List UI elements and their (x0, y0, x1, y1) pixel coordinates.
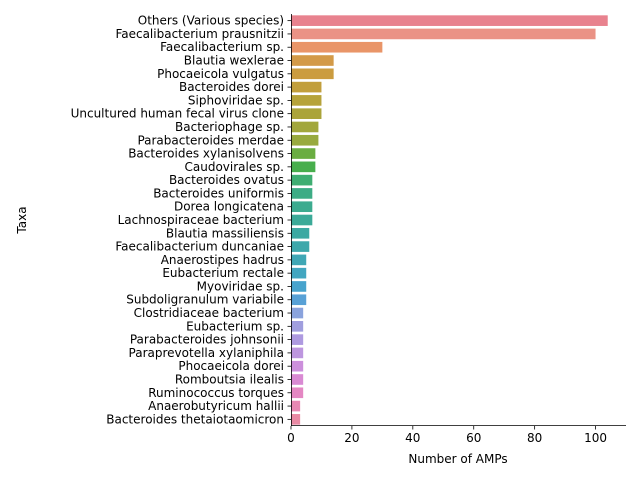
bar (291, 321, 304, 332)
x-axis-label: Number of AMPs (408, 452, 507, 466)
bar (291, 148, 316, 159)
bar (291, 55, 334, 66)
y-tick-label: Eubacterium sp. (186, 319, 284, 333)
bar (291, 174, 313, 186)
y-tick-label: Bacteroides xylanisolvens (128, 147, 284, 161)
bar (291, 227, 310, 239)
y-tick-label: Caudovirales sp. (185, 160, 285, 174)
bar (291, 347, 304, 359)
bar (291, 15, 608, 26)
y-tick-label: Myoviridae sp. (197, 279, 284, 293)
y-tick-label: Faecalibacterium duncaniae (115, 240, 284, 254)
bar (291, 334, 304, 345)
bar (291, 267, 307, 279)
y-tick-label: Others (Various species) (138, 14, 284, 28)
y-tick-label: Bacteroides uniformis (153, 186, 284, 200)
bar (291, 254, 307, 266)
bar (291, 281, 307, 292)
y-tick-label: Ruminococcus torques (148, 386, 284, 400)
y-tick-label: Bacteriophage sp. (175, 120, 284, 134)
y-tick-label: Subdoligranulum variabile (126, 293, 284, 307)
bar (291, 28, 596, 40)
bar (291, 201, 313, 213)
y-tick-label: Anaerostipes hadrus (161, 253, 284, 267)
bar (291, 134, 319, 146)
x-tick-label: 40 (405, 431, 420, 445)
bar (291, 387, 304, 399)
x-tick-label: 80 (527, 431, 542, 445)
bar (291, 108, 322, 119)
y-tick-label: Paraprevotella xylaniphila (129, 346, 284, 360)
x-axis-ticks: 0 20 40 60 80 100 (287, 426, 607, 445)
bar (291, 307, 304, 319)
bar (291, 241, 310, 252)
x-tick-label: 20 (344, 431, 359, 445)
y-tick-label: Faecalibacterium prausnitzii (115, 27, 284, 41)
bar (291, 188, 313, 199)
bar (291, 214, 313, 226)
bar (291, 360, 304, 372)
bar (291, 414, 301, 425)
bar (291, 161, 316, 173)
bar (291, 121, 319, 133)
y-tick-label: Bacteroides ovatus (169, 173, 284, 187)
y-tick-label: Eubacterium rectale (162, 266, 284, 280)
bar (291, 68, 334, 80)
x-tick-label: 60 (466, 431, 481, 445)
y-tick-label: Parabacteroides merdae (137, 133, 284, 147)
y-tick-label: Blautia wexlerae (184, 54, 284, 68)
y-tick-label: Phocaeicola dorei (178, 359, 284, 373)
y-tick-label: Bacteroides dorei (179, 80, 284, 94)
y-tick-label: Parabacteroides johnsonii (130, 333, 284, 347)
bar (291, 41, 383, 53)
y-axis-ticks: Others (Various species)Faecalibacterium… (71, 14, 291, 426)
y-tick-label: Bacteroides thetaiotaomicron (106, 412, 284, 426)
bar (291, 400, 301, 412)
y-tick-label: Blautia massiliensis (166, 226, 284, 240)
y-axis-label: Taxa (15, 206, 29, 234)
y-tick-label: Dorea longicatena (174, 200, 284, 214)
y-tick-label: Uncultured human fecal virus clone (71, 107, 284, 121)
bars-group (291, 15, 608, 425)
bar (291, 294, 307, 306)
y-tick-label: Faecalibacterium sp. (160, 40, 284, 54)
y-tick-label: Romboutsia ilealis (175, 372, 284, 386)
y-tick-label: Lachnospiraceae bacterium (118, 213, 284, 227)
y-tick-label: Anaerobutyricum hallii (148, 399, 284, 413)
x-tick-label: 100 (584, 431, 607, 445)
y-tick-label: Phocaeicola vulgatus (157, 67, 284, 81)
bar (291, 374, 304, 385)
y-tick-label: Clostridiaceae bacterium (134, 306, 284, 320)
bar (291, 81, 322, 93)
bar (291, 95, 322, 106)
y-tick-label: Siphoviridae sp. (188, 93, 284, 107)
x-tick-label: 0 (287, 431, 295, 445)
